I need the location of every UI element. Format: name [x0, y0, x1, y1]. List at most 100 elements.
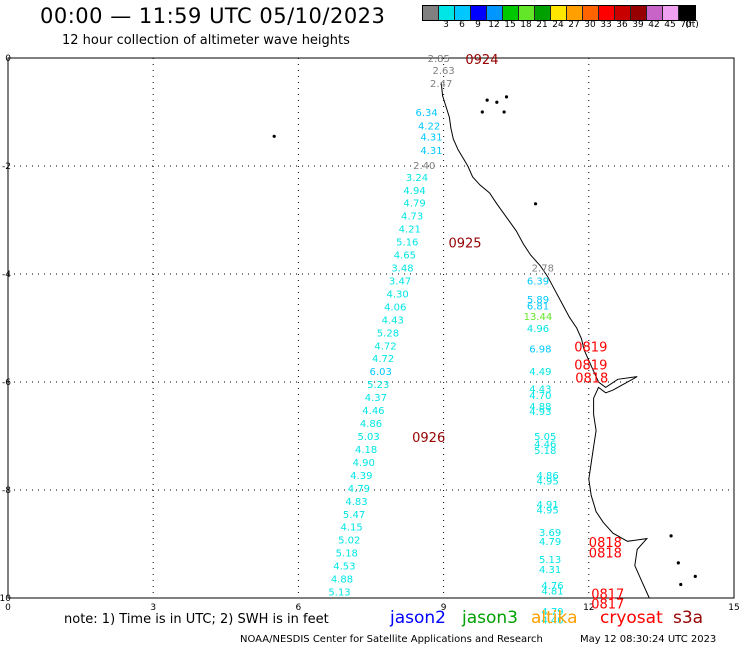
island-shape — [693, 574, 697, 579]
wave-height-value: 4.49 — [529, 367, 551, 378]
legend-swatch-12 — [615, 6, 631, 20]
legend-swatch-5 — [503, 6, 519, 20]
legend-tick-label: 6 — [459, 20, 465, 30]
y-tick-label: -10 — [0, 594, 11, 604]
color-legend-ticks: 3 6 9 12 15 18 21 24 27 30 33 36 39 42 45 70 (ft) — [422, 20, 740, 34]
legend-tick-label: 15 — [504, 20, 516, 30]
satellite-jason2-label: jason2 — [390, 608, 446, 628]
wave-height-value: 5.23 — [367, 380, 389, 391]
x-tick-label: 15 — [728, 603, 739, 613]
wave-height-value: 4.31 — [539, 565, 561, 576]
map-frame — [7, 57, 735, 599]
wave-height-value: 4.37 — [365, 393, 387, 404]
island-shape — [676, 561, 680, 565]
x-tick-label: 9 — [441, 603, 447, 613]
wave-height-value: 2.47 — [430, 79, 452, 90]
wave-height-value: 4.86 — [360, 419, 382, 430]
island-shape — [502, 110, 506, 114]
wave-height-value: 6.98 — [529, 345, 551, 356]
wave-height-value: 5.18 — [336, 549, 358, 560]
legend-swatch-13 — [631, 6, 647, 20]
wave-height-value: 4.46 — [534, 440, 556, 451]
wave-height-value: 3.47 — [389, 276, 411, 287]
legend-tick-label: 9 — [475, 20, 481, 30]
legend-tick-label: 30 — [584, 20, 596, 30]
wave-height-value: 4.83 — [345, 497, 367, 508]
page-subtitle: 12 hour collection of altimeter wave hei… — [62, 33, 350, 48]
legend-swatch-2 — [455, 6, 471, 20]
wave-height-value: 5.03 — [357, 432, 379, 443]
wave-height-value: 4.73 — [401, 212, 423, 223]
wave-height-value: 4.95 — [537, 476, 559, 487]
legend-swatch-6 — [519, 6, 535, 20]
wave-height-value: 6.34 — [416, 108, 438, 119]
satellite-cryosat-label: cryosat — [600, 608, 663, 628]
wave-height-value: 4.88 — [529, 402, 551, 413]
legend-swatch-9 — [567, 6, 583, 20]
legend-tick-label: 18 — [520, 20, 532, 30]
wave-height-value: 4.30 — [386, 289, 408, 300]
wave-height-value: 3.69 — [539, 528, 561, 539]
pass-time-label: 0818 — [589, 536, 622, 551]
wave-height-value: 2.40 — [413, 161, 435, 172]
legend-tick-label: 3 — [443, 20, 449, 30]
legend-tick-label: 21 — [536, 20, 548, 30]
wave-height-value: 4.94 — [403, 186, 425, 197]
legend-tick-label: 70 — [680, 20, 692, 30]
wave-height-value: 3.24 — [406, 173, 428, 184]
wave-height-value: 4.31 — [420, 146, 442, 157]
wave-height-value: 6.39 — [527, 276, 549, 287]
pass-time-label: 0818 — [575, 372, 608, 387]
wave-height-value: 13.44 — [524, 312, 553, 323]
wave-height-value: 5.47 — [343, 510, 365, 521]
legend-tick-label: 42 — [648, 20, 660, 30]
x-tick-label: 0 — [5, 603, 11, 613]
wave-height-value: 4.79 — [348, 484, 370, 495]
wave-height-value: 6.03 — [370, 367, 392, 378]
wave-height-value: 6.81 — [527, 301, 549, 312]
wave-height-value: 4.22 — [418, 122, 440, 133]
wave-height-value: 4.79 — [541, 607, 563, 618]
legend-swatch-10 — [583, 6, 599, 20]
island-shape — [679, 582, 683, 587]
island-shape — [480, 110, 484, 114]
wave-height-value: 5.18 — [534, 446, 556, 457]
x-tick-label: 3 — [150, 603, 156, 613]
wave-height-value: 4.53 — [333, 562, 355, 573]
legend-swatch-16 — [679, 6, 695, 20]
wave-height-value: 4.31 — [420, 132, 442, 143]
coastline — [440, 82, 650, 599]
legend-swatch-3 — [471, 6, 487, 20]
legend-swatch-8 — [551, 6, 567, 20]
wave-height-value: 4.79 — [403, 199, 425, 210]
wave-height-value: 4.72 — [374, 341, 396, 352]
legend-swatch-15 — [663, 6, 679, 20]
wave-height-value: 4.21 — [399, 225, 421, 236]
pass-time-label: 0818 — [589, 547, 622, 562]
wave-height-value: 4.76 — [541, 581, 563, 592]
wave-height-value: 3.48 — [391, 264, 413, 275]
wave-height-value: 4.79 — [539, 537, 561, 548]
y-tick-label: -6 — [2, 378, 11, 388]
wave-height-value: 4.40 — [541, 616, 563, 627]
wave-height-value: 4.18 — [355, 445, 377, 456]
wave-height-value: 2.78 — [532, 264, 554, 275]
pass-time-label: 0817 — [591, 597, 624, 612]
wave-height-value: 4.46 — [362, 406, 384, 417]
wave-height-value: 4.15 — [341, 523, 363, 534]
wave-height-value: 4.90 — [353, 458, 375, 469]
color-legend-bar — [422, 5, 696, 21]
legend-tick-label: 36 — [616, 20, 628, 30]
wave-height-value: 5.05 — [534, 432, 556, 443]
island-shape — [485, 98, 489, 102]
wave-height-value: 5.13 — [328, 588, 350, 599]
legend-swatch-1 — [439, 6, 455, 20]
wave-height-value: 5.16 — [396, 238, 418, 249]
wave-height-value: 4.70 — [529, 391, 551, 402]
x-tick-label: 12 — [583, 603, 594, 613]
footnote: note: 1) Time is in UTC; 2) SWH is in fe… — [64, 612, 329, 627]
wave-height-value: 4.86 — [537, 471, 559, 482]
wave-height-value: 4.43 — [382, 315, 404, 326]
legend-swatch-4 — [487, 6, 503, 20]
